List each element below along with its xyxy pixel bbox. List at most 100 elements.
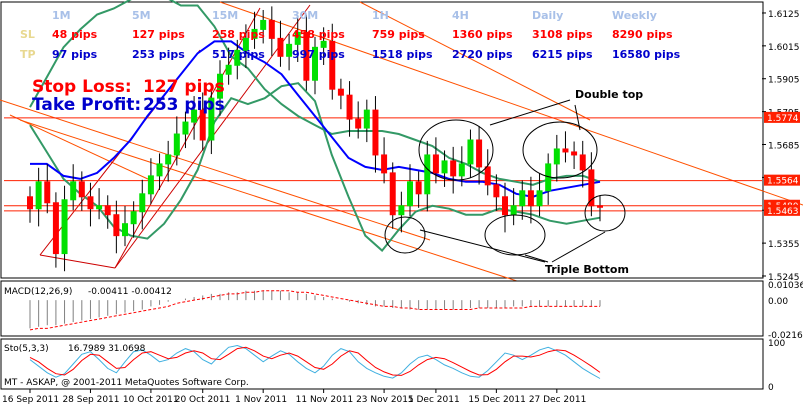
- triple-bottom-ellipse-2: [484, 214, 546, 256]
- candle-body: [536, 190, 543, 207]
- price-tick-label: 1.5905: [768, 76, 800, 86]
- triple-bottom-pointer-3: [551, 231, 606, 263]
- candle-body: [372, 109, 379, 156]
- channel-line-lower-left: [19, 119, 521, 283]
- stochastic-signal-line: [29, 346, 601, 376]
- time-tick-label: 16 Sep 2011: [2, 395, 59, 405]
- candle-body: [484, 166, 491, 186]
- timeframe-label: 5M: [132, 9, 151, 22]
- time-tick-label: 11 Nov 2011: [296, 395, 354, 405]
- candle-body: [147, 175, 154, 195]
- pattern-annotations: Double top Triple Bottom: [384, 88, 643, 276]
- stochastic-panel-frame: [0, 338, 764, 390]
- timeframe-label: 15M: [212, 9, 238, 22]
- sl-pips: 48 pips: [52, 28, 98, 41]
- price-panel-frame: [0, 1, 764, 279]
- candle-body: [320, 40, 327, 48]
- candle-body: [225, 64, 232, 75]
- macd-axis: 0.01036 0.00 -0.02166: [768, 281, 803, 341]
- sl-pips: 458 pips: [292, 28, 345, 41]
- stochastic-panel[interactable]: Sto(5,3,3) 16.7989 31.0698 MT - ASKAP, @…: [0, 338, 764, 390]
- candle-body: [389, 172, 396, 216]
- candle-body: [381, 154, 388, 174]
- candle-body: [113, 214, 120, 237]
- candle-body: [424, 154, 431, 195]
- stop-info: Stop Loss: 127 pips Take Profit: 253 pip…: [32, 77, 225, 115]
- price-tick-label: 1.6015: [768, 43, 800, 53]
- triple-bottom-ellipse-3: [584, 194, 626, 232]
- macd-tick-label: 0.00: [768, 297, 788, 307]
- candle-body: [458, 163, 465, 177]
- sl-row-label: SL: [20, 28, 35, 41]
- channel-line-long: [0, 99, 431, 241]
- triple-bottom-pointer-1: [419, 229, 546, 263]
- candle-body: [268, 19, 275, 39]
- candle-body: [61, 199, 68, 255]
- tp-pips: 2720 pips: [452, 48, 513, 61]
- double-top-ellipse-2: [522, 121, 598, 179]
- level-price-label: 1.5774: [767, 114, 799, 124]
- candle-body: [199, 109, 206, 141]
- macd-values: -0.00411 -0.00412: [88, 287, 172, 297]
- time-tick-label: 23 Nov 2011: [356, 395, 414, 405]
- candle-body: [476, 139, 483, 168]
- timeframe-label: Daily: [532, 9, 563, 22]
- candle-body: [510, 205, 517, 216]
- candle-body: [277, 37, 284, 57]
- candle-body: [312, 46, 318, 81]
- channel-line-upper-left: [9, 114, 151, 181]
- candle-body: [519, 190, 526, 207]
- price-panel[interactable]: Double top Triple Bottom 1M 48 pips 97 pip…: [0, 0, 803, 283]
- double-top-ellipse-1: [418, 119, 494, 181]
- macd-panel[interactable]: MACD(12,26,9) -0.00411 -0.00412: [0, 280, 764, 337]
- price-axis: 1.61251.60151.59051.57951.56851.55751.54…: [762, 10, 800, 283]
- candle-body: [502, 196, 508, 216]
- time-tick-label: 27 Dec 2011: [529, 395, 587, 405]
- level-price-box: [764, 204, 800, 216]
- upper-band-line: [29, 0, 601, 186]
- take-profit-label: Take Profit:: [32, 95, 141, 115]
- price-tick-label: 1.6125: [768, 10, 800, 20]
- candle-body: [191, 109, 198, 123]
- stochastic-main-line: [29, 344, 601, 379]
- candle-body: [70, 181, 77, 201]
- candle-body: [407, 181, 413, 207]
- candle-body: [493, 184, 500, 198]
- horizontal-levels: [4, 117, 762, 212]
- sl-pips: 258 pips: [212, 28, 265, 41]
- time-tick-label: 28 Sep 2011: [62, 395, 119, 405]
- candle-body: [579, 154, 586, 171]
- candle-body: [139, 193, 146, 213]
- tp-row-label: TP: [20, 48, 36, 61]
- macd-tick-label: 0.01036: [768, 281, 803, 291]
- time-tick-label: 1 Nov 2011: [235, 395, 287, 405]
- candle-body: [234, 49, 241, 66]
- candle-body: [260, 19, 267, 30]
- candle-body: [27, 196, 33, 210]
- level-price-label: 1.5564: [767, 177, 799, 187]
- timeframe-label: 30M: [292, 9, 318, 22]
- candle-body: [208, 97, 215, 141]
- tp-pips: 16580 pips: [612, 48, 681, 61]
- double-top-pointer-1: [489, 99, 571, 126]
- tp-pips: 997 pips: [292, 48, 345, 61]
- candle-body: [450, 160, 457, 177]
- triple-bottom-pointer-2: [524, 254, 549, 263]
- trend-channel-lines: [0, 1, 803, 283]
- timeframe-label: 1H: [372, 9, 389, 22]
- candle-body: [337, 88, 344, 96]
- candle-body: [242, 37, 249, 51]
- price-tick-label: 1.5245: [768, 273, 800, 283]
- price-tick-label: 1.5685: [768, 141, 800, 151]
- candle-body: [52, 202, 59, 255]
- stochastic-tick-label: 100: [768, 339, 785, 349]
- candle-body: [44, 181, 51, 204]
- candle-body: [104, 205, 111, 216]
- time-tick-label: 5 Dec 2011: [408, 395, 460, 405]
- macd-plot: [29, 290, 601, 331]
- candle-body: [571, 151, 578, 156]
- candle-body: [527, 190, 534, 207]
- double-top-pointer-2: [574, 104, 581, 131]
- candle-body: [355, 118, 362, 129]
